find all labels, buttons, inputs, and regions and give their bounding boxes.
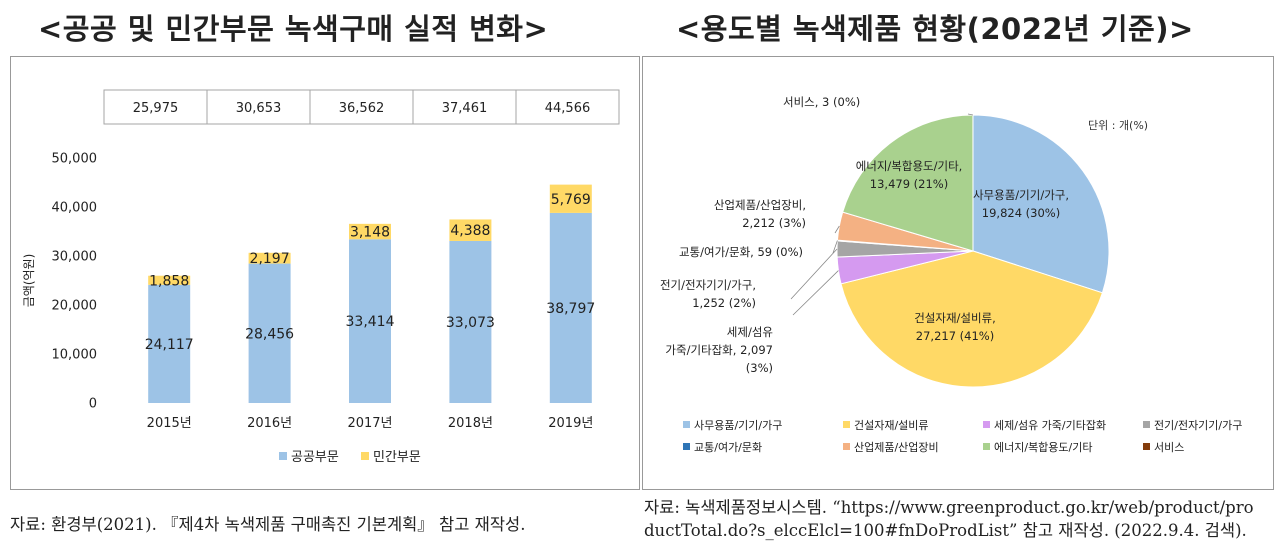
legend-label: 서비스 xyxy=(1154,441,1184,454)
bar-private-label: 3,148 xyxy=(350,225,390,241)
bar-private-label: 2,197 xyxy=(250,251,290,267)
legend-label: 전기/전자기기/가구 xyxy=(1154,419,1242,432)
legend-swatch xyxy=(843,443,850,450)
x-tick-label: 2015년 xyxy=(147,416,192,431)
bar-public xyxy=(449,240,492,403)
legend-swatch xyxy=(1143,421,1150,428)
pie-leader-line xyxy=(834,225,840,234)
bar-private xyxy=(148,275,191,285)
totals-cell: 44,566 xyxy=(545,101,591,116)
pie-slice-label: 산업제품/산업장비, xyxy=(714,198,806,212)
pie-slice-label: 에너지/복합용도/기타, xyxy=(856,159,963,173)
y-tick-label: 50,000 xyxy=(52,152,98,167)
pie-chart: 단위 : 개(%) 사무용품/기기/가구, 19,824 (30%) 건설자재/설비류… xyxy=(660,95,1242,454)
pie-slice-label: (3%) xyxy=(746,361,773,375)
legend-label: 사무용품/기기/가구 xyxy=(694,419,782,432)
bar-chart-title: <공공 및 민간부문 녹색구매 실적 변화> xyxy=(38,12,549,46)
x-tick-label: 2018년 xyxy=(448,416,493,431)
pie-slice-label: 가죽/기타잡화, 2,097 xyxy=(665,343,773,357)
source-note-right-line2: ductTotal.do?s_elccElcl=100#fnDoProdList… xyxy=(644,521,1247,540)
legend-swatch-private xyxy=(361,452,369,460)
bar-public-label: 33,414 xyxy=(346,314,395,330)
totals-cell: 36,562 xyxy=(339,101,385,116)
bar-private xyxy=(449,219,492,241)
legend-label: 에너지/복합용도/기타 xyxy=(994,441,1093,454)
legend-swatch xyxy=(1143,443,1150,450)
pie-leader-line xyxy=(790,248,838,300)
legend-label: 교통/여가/문화 xyxy=(694,441,762,454)
pie-chart-panel: 단위 : 개(%) 사무용품/기기/가구, 19,824 (30%) 건설자재/설비류… xyxy=(642,56,1274,490)
bar-public-label: 24,117 xyxy=(145,337,194,353)
bar-public xyxy=(148,284,191,403)
pie-slice-label: 사무용품/기기/가구, xyxy=(973,188,1069,202)
legend-label: 건설자재/설비류 xyxy=(854,419,929,432)
bar-public xyxy=(349,239,391,403)
bar-private xyxy=(248,252,291,264)
source-note-right-line1: 자료: 녹색제품정보시스템. “https://www.greenproduct… xyxy=(644,498,1254,517)
totals-cell: 30,653 xyxy=(236,101,282,116)
pie-slice-label: 교통/여가/문화, 59 (0%) xyxy=(679,245,803,259)
y-tick-label: 0 xyxy=(89,397,97,412)
pie-slice-label: 27,217 (41%) xyxy=(916,329,994,343)
bar-private xyxy=(549,184,592,213)
pie-slice-label: 건설자재/설비류, xyxy=(914,311,996,325)
x-tick-label: 2019년 xyxy=(548,416,593,431)
totals-cell: 25,975 xyxy=(133,101,179,116)
y-tick-label: 40,000 xyxy=(52,201,98,216)
bar-private-label: 4,388 xyxy=(450,223,490,239)
pie-slice-label: 1,252 (2%) xyxy=(692,296,756,310)
legend-swatch xyxy=(683,421,690,428)
legend-swatch xyxy=(843,421,850,428)
legend-swatch xyxy=(983,443,990,450)
legend-label: 세제/섬유 가죽/기타잡화 xyxy=(994,419,1106,432)
bar-chart-panel: 25,975 30,653 36,562 37,461 44,566 0 10,000 20,… xyxy=(10,56,640,490)
bar-public-label: 28,456 xyxy=(245,326,294,342)
totals-table xyxy=(103,89,620,125)
legend-swatch-public xyxy=(279,452,287,460)
x-tick-label: 2016년 xyxy=(247,416,292,431)
legend-label: 산업제품/산업장비 xyxy=(854,441,939,454)
source-note-left: 자료: 환경부(2021). 『제4차 녹색제품 구매촉진 기본계획』 참고 재… xyxy=(10,515,526,534)
legend-swatch xyxy=(683,443,690,450)
pie-slice-label: 19,824 (30%) xyxy=(982,206,1060,220)
legend-label-private: 민간부문 xyxy=(373,450,421,465)
pie-slice-label: 2,212 (3%) xyxy=(742,216,806,230)
bar-public xyxy=(248,263,291,403)
pie-chart-title: <용도별 녹색제품 현황(2022년 기준)> xyxy=(676,12,1194,46)
pie-leader-line xyxy=(967,113,974,116)
pie-slice-label: 서비스, 3 (0%) xyxy=(783,95,860,109)
source-note-right: 자료: 녹색제품정보시스템. “https://www.greenproduct… xyxy=(644,496,1274,542)
y-axis-label: 금액(억원) xyxy=(22,254,36,308)
bar-chart: 25,975 30,653 36,562 37,461 44,566 0 10,000 20,… xyxy=(22,89,620,465)
bar-public-label: 38,797 xyxy=(546,301,595,317)
bar-private-label: 1,858 xyxy=(149,273,189,289)
unit-label: 단위 : 개(%) xyxy=(1088,119,1148,132)
bar-public xyxy=(549,212,592,403)
bar-public-label: 33,073 xyxy=(446,315,495,331)
totals-cell: 37,461 xyxy=(442,101,488,116)
pie-slice xyxy=(840,250,1104,388)
pie-slice-label: 전기/전자기기/가구, xyxy=(660,278,756,292)
bar-private xyxy=(349,223,391,240)
pie-slice xyxy=(972,114,1110,294)
pie-slice-label: 13,479 (21%) xyxy=(870,177,948,191)
legend-swatch xyxy=(983,421,990,428)
bar-private-label: 5,769 xyxy=(551,192,591,208)
x-tick-label: 2017년 xyxy=(347,416,392,431)
legend-label-public: 공공부문 xyxy=(291,450,339,465)
pie-leader-line xyxy=(792,270,839,316)
y-tick-label: 30,000 xyxy=(52,250,98,265)
y-tick-label: 10,000 xyxy=(52,348,98,363)
y-tick-label: 20,000 xyxy=(52,299,98,314)
pie-slice xyxy=(842,114,974,252)
pie-leader-line xyxy=(832,240,838,254)
pie-slice-label: 세제/섬유 xyxy=(727,325,773,339)
